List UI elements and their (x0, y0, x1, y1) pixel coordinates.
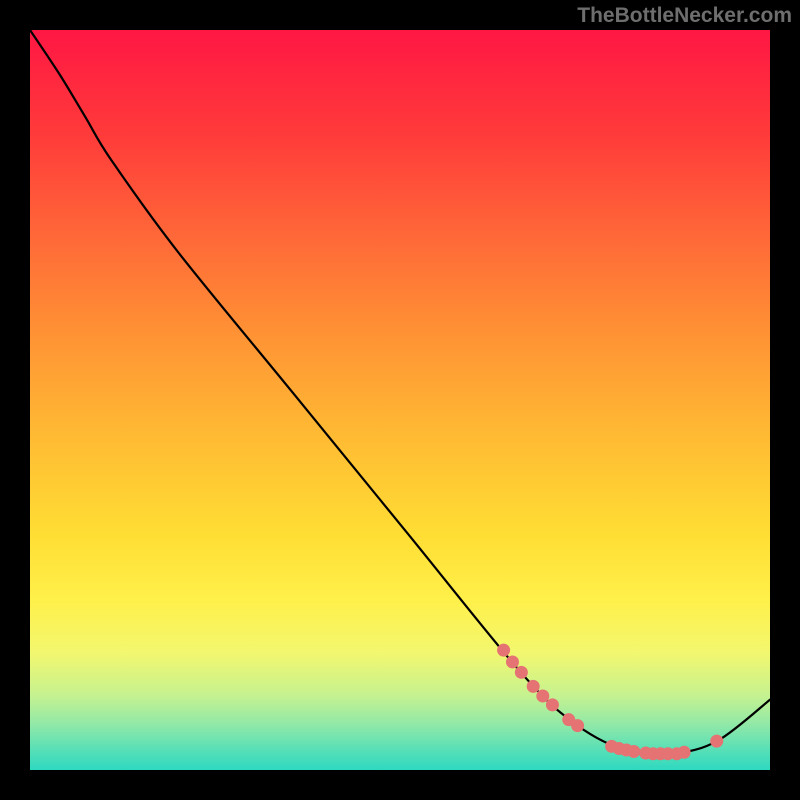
chart-curve-layer (30, 30, 770, 770)
bottleneck-chart (30, 30, 770, 770)
curve-marker (515, 666, 528, 679)
curve-marker (497, 644, 510, 657)
curve-marker (678, 746, 691, 759)
curve-marker (527, 680, 540, 693)
curve-marker (536, 690, 549, 703)
curve-marker (627, 745, 640, 758)
curve-markers (497, 644, 723, 761)
curve-marker (546, 698, 559, 711)
watermark-label: TheBottleNecker.com (577, 4, 792, 28)
curve-marker (571, 719, 584, 732)
bottleneck-curve (30, 30, 770, 755)
curve-marker (710, 735, 723, 748)
curve-marker (506, 655, 519, 668)
